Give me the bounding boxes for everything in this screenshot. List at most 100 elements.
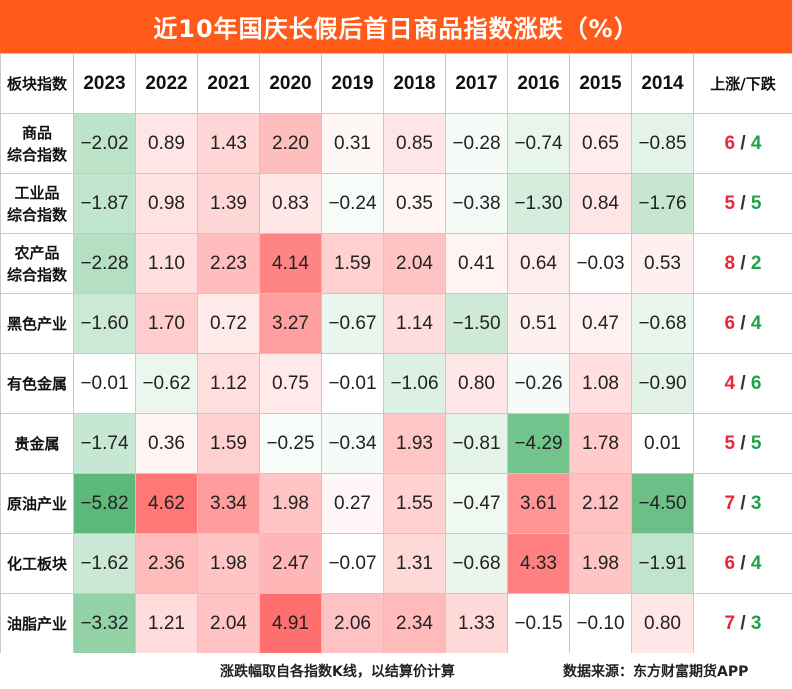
table-row: 贵金属 −1.74 0.36 1.59 −0.25 −0.34 1.93 −0.81 −4.29…	[0, 413, 792, 474]
heatmap-cell: 2.47	[259, 533, 322, 594]
heatmap-cell: 4.62	[135, 473, 198, 534]
table-row: 农产品 综合指数 −2.28 1.10 2.23 4.14 1.59 2.04 0.41 0.64…	[0, 233, 792, 294]
footer-note: 涨跌幅取自各指数K线，以结算价计算	[220, 664, 455, 680]
row-label-line: 农产品	[14, 243, 60, 262]
up-count: 5	[724, 192, 736, 214]
column-header-2017: 2017	[445, 53, 508, 114]
heatmap-cell: 0.80	[631, 593, 694, 654]
heatmap-cell: −1.74	[73, 413, 136, 474]
row-label-line: 原油产业	[6, 494, 67, 513]
heatmap-cell: −5.82	[73, 473, 136, 534]
up-down-count: 6 / 4	[693, 293, 792, 354]
up-down-count: 6 / 4	[693, 113, 792, 174]
up-count: 5	[724, 432, 736, 454]
row-label-line: 油脂产业	[6, 614, 67, 633]
footer: 涨跌幅取自各指数K线，以结算价计算 数据来源：东方财富期货APP	[0, 653, 792, 689]
row-label-line: 综合指数	[6, 265, 67, 284]
separator: /	[735, 612, 751, 634]
row-label: 商品 综合指数	[0, 113, 74, 174]
heatmap-cell: −0.25	[259, 413, 322, 474]
heatmap-cell: 0.75	[259, 353, 322, 414]
heatmap-cell: −0.01	[321, 353, 384, 414]
heatmap-cell: 0.84	[569, 173, 632, 234]
heatmap-cell: 1.08	[569, 353, 632, 414]
heatmap-cell: 3.34	[197, 473, 260, 534]
row-label: 黑色产业	[0, 293, 74, 354]
heatmap-cell: −2.28	[73, 233, 136, 294]
heatmap-cell: 2.06	[321, 593, 384, 654]
heatmap-cell: −1.50	[445, 293, 508, 354]
down-count: 2	[750, 252, 762, 274]
heatmap-cell: 2.34	[383, 593, 446, 654]
separator: /	[735, 552, 751, 574]
table-row: 化工板块 −1.62 2.36 1.98 2.47 −0.07 1.31 −0.68 4.33 1…	[0, 533, 792, 594]
column-header-2021: 2021	[197, 53, 260, 114]
row-label-line: 化工板块	[6, 554, 67, 573]
heatmap-cell: 1.33	[445, 593, 508, 654]
heatmap-cell: 1.93	[383, 413, 446, 474]
heatmap-cell: −0.68	[631, 293, 694, 354]
table-body: 商品 综合指数 −2.02 0.89 1.43 2.20 0.31 0.85 −0.28 −0.7…	[0, 113, 792, 654]
heatmap-cell: 4.14	[259, 233, 322, 294]
heatmap-cell: −0.28	[445, 113, 508, 174]
separator: /	[735, 492, 751, 514]
separator: /	[735, 252, 751, 274]
heatmap-cell: −0.26	[507, 353, 570, 414]
header-up-down: 上涨/下跌	[693, 53, 792, 114]
heatmap-cell: −0.74	[507, 113, 570, 174]
heatmap-cell: 1.12	[197, 353, 260, 414]
heatmap-cell: −2.02	[73, 113, 136, 174]
heatmap-cell: 1.59	[197, 413, 260, 474]
heatmap-cell: −3.32	[73, 593, 136, 654]
heatmap-cell: 4.91	[259, 593, 322, 654]
separator: /	[735, 132, 751, 154]
heatmap-cell: −4.50	[631, 473, 694, 534]
row-label: 工业品 综合指数	[0, 173, 74, 234]
table-row: 原油产业 −5.82 4.62 3.34 1.98 0.27 1.55 −0.47 3.61 2.…	[0, 473, 792, 534]
up-down-count: 7 / 3	[693, 473, 792, 534]
heatmap-cell: −0.38	[445, 173, 508, 234]
heatmap-cell: 2.04	[383, 233, 446, 294]
up-count: 7	[724, 492, 736, 514]
heatmap-cell: 2.12	[569, 473, 632, 534]
heatmap-cell: −0.34	[321, 413, 384, 474]
heatmap-cell: −1.91	[631, 533, 694, 594]
column-header-2019: 2019	[321, 53, 384, 114]
row-label-line: 黑色产业	[6, 314, 67, 333]
up-count: 6	[724, 312, 736, 334]
down-count: 5	[750, 432, 762, 454]
separator: /	[735, 372, 751, 394]
column-header-2016: 2016	[507, 53, 570, 114]
table-row: 工业品 综合指数 −1.87 0.98 1.39 0.83 −0.24 0.35 −0.38 −1…	[0, 173, 792, 234]
heatmap-cell: 1.78	[569, 413, 632, 474]
heatmap-cell: 0.36	[135, 413, 198, 474]
down-count: 4	[750, 552, 762, 574]
down-count: 6	[750, 372, 762, 394]
heatmap-cell: −0.07	[321, 533, 384, 594]
table-header: 板块指数 2023 2022 2021 2020 2019 2018 2017 2016 201…	[0, 53, 792, 114]
column-header-2023: 2023	[73, 53, 136, 114]
heatmap-cell: −0.24	[321, 173, 384, 234]
heatmap-cell: −0.85	[631, 113, 694, 174]
heatmap-cell: −0.67	[321, 293, 384, 354]
up-down-count: 5 / 5	[693, 173, 792, 234]
heatmap-cell: 1.14	[383, 293, 446, 354]
table-row: 黑色产业 −1.60 1.70 0.72 3.27 −0.67 1.14 −1.50 0.51 0…	[0, 293, 792, 354]
up-down-count: 5 / 5	[693, 413, 792, 474]
down-count: 3	[750, 492, 762, 514]
heatmap-cell: 1.10	[135, 233, 198, 294]
up-count: 6	[724, 132, 736, 154]
header-row: 板块指数 2023 2022 2021 2020 2019 2018 2017 2016 201…	[0, 53, 792, 114]
heatmap-cell: 0.27	[321, 473, 384, 534]
up-down-count: 4 / 6	[693, 353, 792, 414]
separator: /	[735, 312, 751, 334]
heatmap-cell: −0.68	[445, 533, 508, 594]
heatmap-cell: 0.47	[569, 293, 632, 354]
heatmap-cell: −0.01	[73, 353, 136, 414]
heatmap-cell: −0.81	[445, 413, 508, 474]
row-label-line: 工业品	[14, 183, 60, 202]
up-down-count: 7 / 3	[693, 593, 792, 654]
row-label-line: 综合指数	[6, 145, 67, 164]
up-count: 7	[724, 612, 736, 634]
row-label: 原油产业	[0, 473, 74, 534]
